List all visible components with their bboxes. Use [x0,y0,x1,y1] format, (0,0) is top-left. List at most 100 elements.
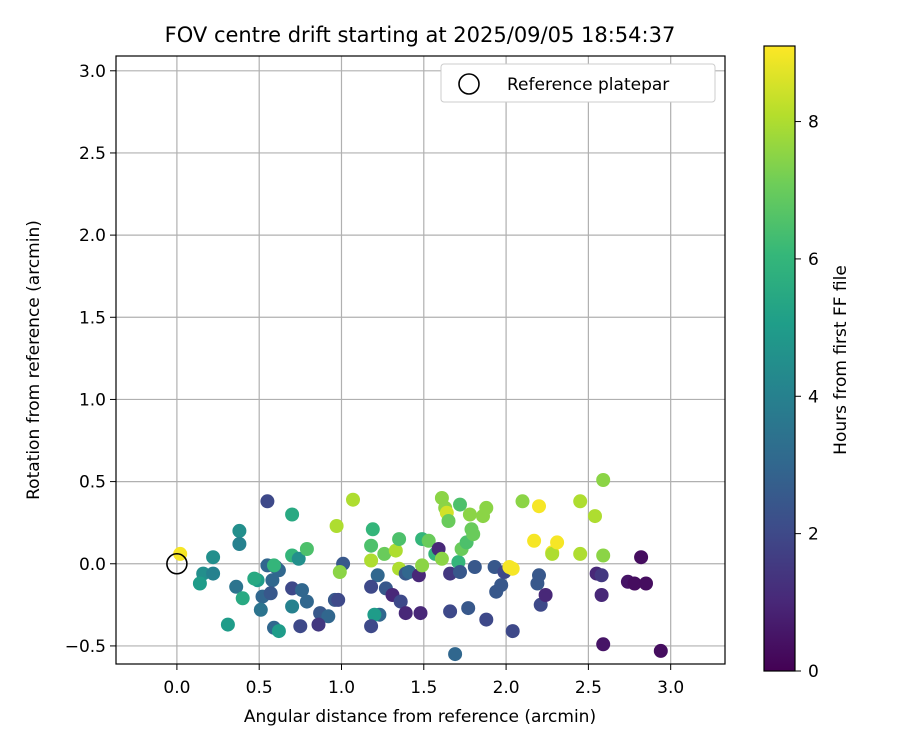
data-point [388,543,403,558]
data-point [545,546,560,561]
y-axis-ticks: −0.5 0.0 0.5 1.0 1.5 2.0 2.5 3.0 [65,62,116,657]
data-point [515,494,530,509]
x-axis-ticks: 0.0 0.5 1.0 1.5 2.0 2.5 3.0 [163,664,684,698]
data-point [494,578,509,593]
data-point [398,606,413,621]
colorbar-tick-label: 2 [808,525,819,545]
y-tick-label: 0.5 [79,473,106,493]
data-point [596,548,611,563]
data-point [573,494,588,509]
data-point [206,566,221,581]
y-tick-label: 2.0 [79,226,106,246]
data-point [479,612,494,627]
grid-lines [116,56,725,664]
x-tick-label: 0.0 [163,678,190,698]
data-point [461,601,476,616]
x-tick-label: 2.5 [575,678,602,698]
data-point [594,588,609,602]
data-point [634,550,649,565]
y-tick-label: 1.5 [79,308,106,328]
y-tick-label: 0.0 [79,555,106,575]
data-point [627,576,642,591]
data-point [206,550,221,565]
data-point [596,473,611,487]
data-point [267,558,281,573]
data-point [453,565,467,579]
data-point [260,494,275,509]
data-point [538,588,553,602]
data-point [285,599,300,614]
data-point [232,537,247,551]
reference-marker [166,552,188,575]
x-tick-label: 1.5 [410,678,437,698]
data-point [265,573,280,588]
data-point [479,500,494,515]
data-point [367,607,382,622]
data-point [321,609,336,624]
data-point [550,535,565,550]
data-point [505,561,520,576]
data-point [299,594,314,609]
legend-marker [458,73,480,95]
data-point [247,571,262,586]
x-axis-label: Angular distance from reference (arcmin) [244,707,596,727]
data-point [220,617,235,632]
data-point [441,514,456,528]
data-point [392,532,407,547]
colorbar-tick-label: 6 [808,250,819,270]
colorbar-tick-label: 8 [808,113,819,133]
y-tick-label: −0.5 [65,637,106,657]
data-point [448,647,463,662]
data-point [505,624,520,639]
data-point [413,606,428,621]
data-point [365,522,380,537]
colorbar-ticks: 0 2 4 6 8 [795,113,819,682]
data-point [291,551,306,566]
data-point [332,565,347,579]
data-point [588,509,602,524]
data-point [293,619,308,634]
colorbar [763,45,796,672]
data-point [434,551,449,566]
data-point [253,602,268,617]
data-point [639,576,653,591]
data-point [271,624,286,639]
x-tick-label: 2.0 [493,678,520,698]
y-tick-label: 3.0 [79,62,106,82]
legend-label: Reference platepar [507,75,669,95]
x-tick-label: 3.0 [657,678,684,698]
data-point [453,497,467,512]
data-point [370,568,385,583]
colorbar-label: Hours from first FF file [831,265,851,455]
data-point [232,523,247,538]
data-point [311,617,326,632]
data-point [285,507,300,522]
data-point [364,538,379,553]
data-point [364,553,379,568]
data-point [527,533,542,548]
y-tick-label: 2.5 [79,144,106,164]
y-tick-label: 1.0 [79,390,106,410]
data-point [377,546,392,561]
data-point [346,492,360,507]
data-point [331,592,346,607]
data-point [415,558,430,573]
data-point [235,591,250,606]
data-point [393,594,408,609]
data-point [594,568,609,583]
data-point [596,637,611,652]
data-point [443,604,458,619]
legend: Reference platepar [440,63,716,103]
plot-frame [115,55,726,665]
data-point [466,527,481,542]
data-point [653,643,668,658]
y-axis-label: Rotation from reference (arcmin) [24,220,44,500]
data-point [364,619,379,634]
data-point [573,546,588,561]
colorbar-tick-label: 0 [808,662,819,682]
x-tick-label: 1.0 [328,678,355,698]
data-point [263,586,278,601]
data-point [329,519,344,533]
colorbar-tick-label: 4 [808,387,819,407]
